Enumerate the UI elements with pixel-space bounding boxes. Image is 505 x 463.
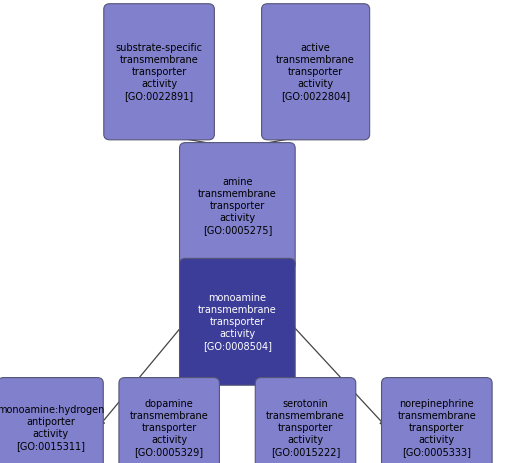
Text: serotonin
transmembrane
transporter
activity
[GO:0015222]: serotonin transmembrane transporter acti… <box>266 399 345 457</box>
Text: monoamine
transmembrane
transporter
activity
[GO:0008504]: monoamine transmembrane transporter acti… <box>198 293 277 351</box>
FancyBboxPatch shape <box>382 378 492 463</box>
FancyBboxPatch shape <box>119 378 219 463</box>
Text: active
transmembrane
transporter
activity
[GO:0022804]: active transmembrane transporter activit… <box>276 43 355 101</box>
Text: substrate-specific
transmembrane
transporter
activity
[GO:0022891]: substrate-specific transmembrane transpo… <box>116 43 203 101</box>
FancyBboxPatch shape <box>0 378 103 463</box>
FancyBboxPatch shape <box>104 4 214 140</box>
FancyBboxPatch shape <box>180 143 295 269</box>
Text: monoamine:hydrogen
antiporter
activity
[GO:0015311]: monoamine:hydrogen antiporter activity [… <box>0 405 104 451</box>
Text: norepinephrine
transmembrane
transporter
activity
[GO:0005333]: norepinephrine transmembrane transporter… <box>397 399 476 457</box>
Text: amine
transmembrane
transporter
activity
[GO:0005275]: amine transmembrane transporter activity… <box>198 177 277 235</box>
Text: dopamine
transmembrane
transporter
activity
[GO:0005329]: dopamine transmembrane transporter activ… <box>130 399 209 457</box>
FancyBboxPatch shape <box>262 4 370 140</box>
FancyBboxPatch shape <box>180 258 295 385</box>
FancyBboxPatch shape <box>255 378 356 463</box>
